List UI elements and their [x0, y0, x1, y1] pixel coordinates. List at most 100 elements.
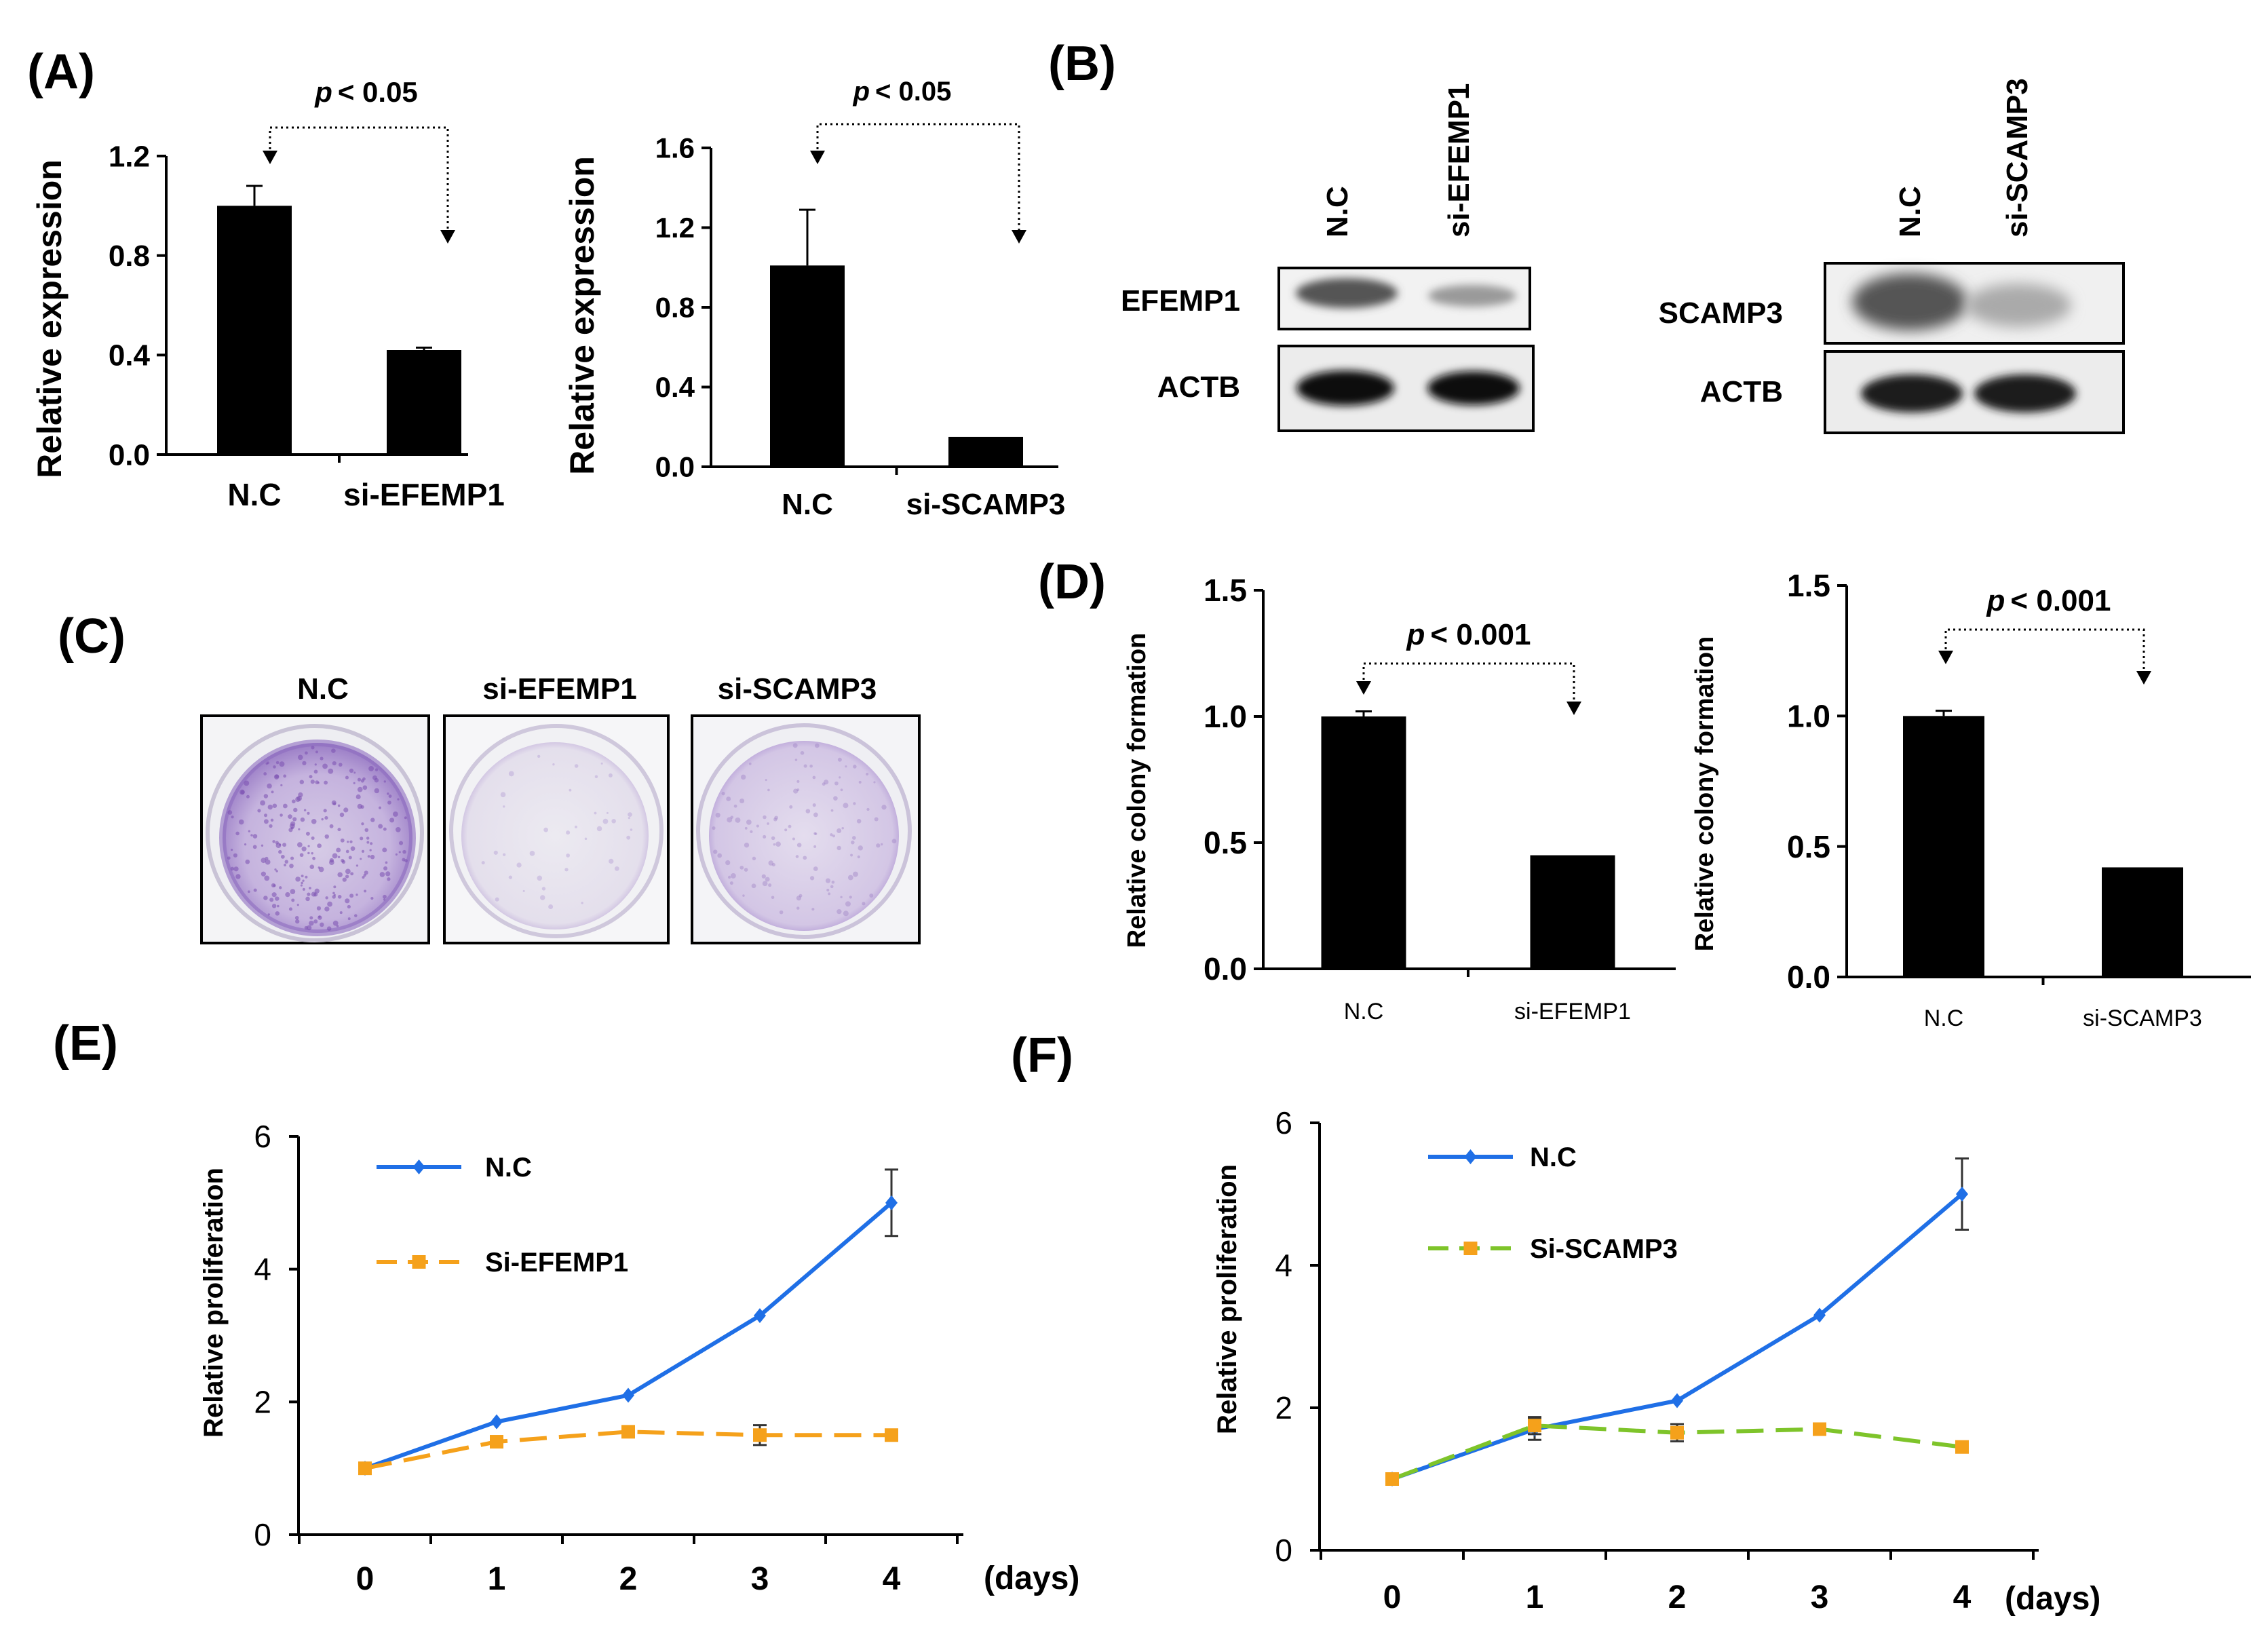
f-point-diamond — [1813, 1307, 1826, 1323]
colony-speck — [880, 843, 883, 846]
colony-speck — [763, 815, 767, 820]
blot2-target-band-si — [1965, 284, 2071, 327]
colony-speck — [387, 792, 389, 795]
colony-speck — [311, 891, 317, 897]
colony-speck — [318, 915, 322, 920]
colony-speck — [630, 828, 633, 831]
colony-speck — [849, 896, 852, 899]
colony-speck — [291, 799, 296, 804]
colony-speck — [368, 765, 374, 771]
colony-speck — [332, 853, 338, 859]
colony-speck — [574, 764, 579, 768]
blot1-actb-band-si — [1427, 371, 1520, 405]
colony-speck — [845, 765, 847, 768]
colony-speck — [552, 763, 555, 766]
colony-speck — [250, 834, 253, 837]
colony-label-nc: N.C — [297, 672, 349, 706]
colony-speck — [773, 818, 777, 822]
e-legend-marker-si — [412, 1255, 426, 1269]
colony-speck — [600, 762, 603, 765]
colony-speck — [594, 775, 598, 778]
colony-speck — [263, 794, 269, 799]
colony-speck — [564, 868, 569, 872]
a2-arrowhead-right — [1012, 230, 1026, 244]
colony-speck — [288, 814, 292, 819]
colony-speck — [857, 855, 860, 859]
d1-p-value: < 0.001 — [1430, 618, 1531, 651]
f-x-tick-label: 4 — [1953, 1579, 1972, 1615]
colony-speck — [290, 856, 294, 860]
d1-bar — [1530, 855, 1615, 969]
colony-speck — [305, 831, 310, 836]
colony-speck — [389, 818, 395, 823]
colony-speck — [361, 849, 365, 853]
d2-p-value: < 0.001 — [2010, 584, 2111, 617]
colony-speck — [383, 866, 388, 871]
colony-speck — [744, 826, 748, 830]
colony-speck — [765, 779, 767, 782]
colony-speck — [796, 906, 800, 910]
d2-ylabel: Relative colony formation — [1691, 636, 1719, 952]
colony-speck — [370, 896, 374, 900]
d1-bar — [1321, 716, 1406, 969]
colony-speck — [873, 781, 876, 784]
e-point-square — [753, 1428, 767, 1442]
colony-speck — [729, 881, 733, 885]
colony-speck — [329, 860, 334, 865]
colony-speck — [773, 843, 776, 846]
colony-speck — [822, 782, 826, 786]
f-legend-marker-nc — [1464, 1149, 1477, 1164]
colony-speck — [602, 818, 609, 824]
a2-significance-bracket — [816, 123, 1020, 234]
colony-speck — [270, 818, 274, 822]
colony-speck — [789, 805, 793, 809]
a1-bar — [387, 350, 461, 455]
colony-speck — [252, 845, 257, 849]
colony-speck — [301, 846, 307, 851]
colony-speck — [750, 830, 753, 833]
colony-speck — [279, 886, 282, 889]
d1-y-tick-label: 0.0 — [1204, 951, 1247, 986]
colony-speck — [350, 872, 354, 876]
d2-pvalue: p < 0.001 — [1986, 584, 2111, 617]
colony-speck — [502, 853, 506, 856]
colony-speck — [307, 851, 310, 855]
colony-speck — [332, 920, 339, 926]
colony-speck — [331, 748, 336, 753]
colony-speck — [891, 839, 897, 844]
colony-speck — [793, 788, 799, 794]
colony-speck — [272, 803, 277, 808]
colony-speck — [332, 891, 335, 895]
f-point-square — [1528, 1419, 1541, 1433]
colony-speck — [297, 754, 303, 761]
colony-speck — [321, 818, 324, 821]
d1-y-tick-label: 1.0 — [1204, 699, 1247, 734]
colony-speck — [516, 862, 522, 868]
colony-speck — [799, 894, 803, 898]
colony-speck — [309, 775, 313, 779]
e-ylabel: Relative proliferation — [199, 1168, 229, 1438]
a2-bar — [770, 265, 845, 467]
colony-speck — [814, 832, 818, 835]
colony-speck — [312, 856, 315, 860]
colony-speck — [852, 871, 858, 877]
colony-speck — [537, 754, 541, 758]
colony-speck — [282, 843, 287, 847]
colony-speck — [370, 842, 373, 845]
colony-speck — [290, 826, 294, 830]
colony-speck — [302, 879, 305, 882]
colony-dish-nc — [200, 714, 430, 944]
colony-speck — [837, 828, 842, 833]
colony-speck — [307, 892, 311, 896]
blot2-row-target: SCAMP3 — [1659, 296, 1783, 330]
a1-p-symbol: p — [314, 76, 332, 108]
colony-speck — [609, 858, 614, 864]
colony-speck — [574, 825, 577, 828]
colony-speck — [275, 870, 278, 872]
panel-label-e: (E) — [53, 1016, 118, 1071]
colony-speck — [796, 896, 802, 901]
colony-speck — [339, 812, 345, 818]
panel-label-d: (D) — [1038, 555, 1106, 609]
colony-speck — [289, 863, 294, 868]
